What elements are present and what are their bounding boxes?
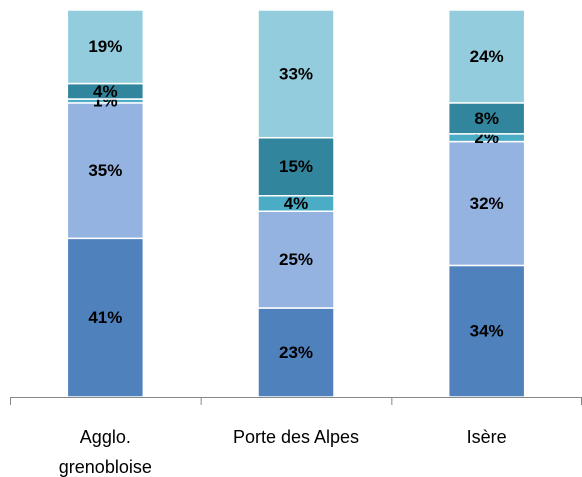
data-label: 34%	[470, 322, 504, 341]
data-label: 15%	[279, 157, 313, 176]
data-label: 4%	[93, 82, 118, 101]
bar-segment	[66, 102, 145, 240]
data-label: 4%	[284, 194, 309, 213]
bar-segment	[66, 237, 145, 398]
x-tick-label: Isère	[466, 427, 507, 447]
data-label: 24%	[470, 47, 504, 66]
bar-segment	[447, 264, 526, 398]
data-label: 41%	[88, 308, 122, 327]
bar-segment	[66, 9, 145, 85]
x-tick-label: Porte des Alpes	[232, 427, 360, 447]
data-label: 32%	[470, 194, 504, 213]
data-label: 23%	[279, 343, 313, 362]
bar-segment	[257, 136, 335, 197]
bar-segment	[447, 9, 526, 104]
bar-segment	[447, 140, 526, 267]
bar-segment	[257, 307, 335, 398]
data-label: 33%	[279, 64, 313, 83]
data-label: 25%	[279, 250, 313, 269]
data-label: 35%	[88, 161, 122, 180]
data-label: 8%	[474, 109, 499, 128]
bar-segment	[257, 9, 335, 139]
data-label: 19%	[88, 37, 122, 56]
bar-segment	[257, 210, 335, 309]
x-tick-label: Agglo. grenobloise	[58, 427, 152, 477]
